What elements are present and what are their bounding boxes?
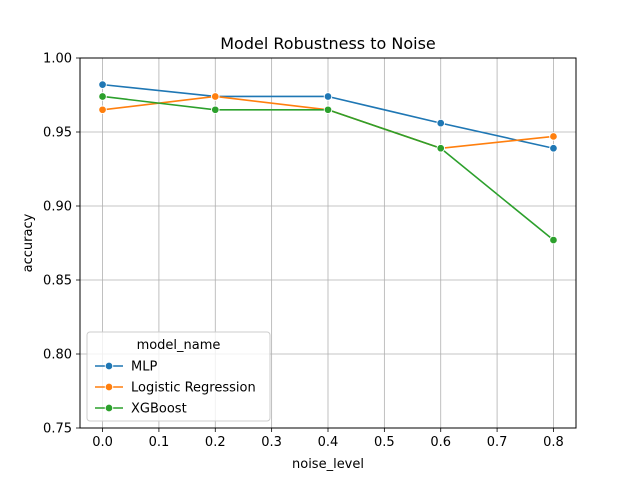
legend-swatch-marker (104, 361, 114, 371)
x-axis: 0.0 0.1 0.2 0.3 0.4 0.5 0.6 0.7 0.8 (92, 428, 564, 450)
chart-title: Model Robustness to Noise (220, 34, 436, 53)
data-point (98, 80, 107, 89)
y-tick-label: 0.95 (43, 126, 72, 141)
y-tick-label: 0.90 (43, 200, 72, 215)
x-tick-label: 0.1 (149, 435, 170, 450)
legend-box (86, 331, 271, 422)
y-axis-label: accuracy (21, 213, 36, 272)
x-tick-label: 0.2 (205, 435, 226, 450)
data-point (436, 118, 445, 128)
x-axis-label: noise_level (292, 457, 364, 472)
data-point (436, 144, 445, 153)
x-tick-label: 0.4 (318, 435, 339, 450)
data-point (211, 92, 220, 101)
y-axis: 0.75 0.80 0.85 0.90 0.95 1.00 (43, 52, 80, 437)
legend-item: Logistic Regression (95, 381, 256, 396)
y-tick-label: 0.85 (43, 274, 72, 289)
legend-title: model_name (137, 338, 221, 353)
x-tick-label: 0.3 (261, 435, 282, 450)
series-xgboost (98, 92, 558, 245)
series-mlp (98, 80, 558, 153)
data-point (549, 132, 558, 141)
y-tick-label: 0.75 (43, 422, 72, 437)
legend: model_name MLP Logistic Regression XGBoost (86, 331, 271, 422)
y-tick-label: 0.80 (43, 348, 72, 363)
x-tick-label: 0.0 (92, 435, 113, 450)
legend-swatch-marker (104, 403, 114, 413)
legend-swatch-marker (104, 382, 114, 392)
x-tick-label: 0.8 (543, 435, 564, 450)
x-tick-label: 0.7 (487, 435, 508, 450)
x-tick-label: 0.6 (430, 435, 451, 450)
data-point (98, 92, 107, 101)
data-point (323, 105, 333, 115)
legend-item: XGBoost (95, 402, 187, 417)
data-point (211, 105, 220, 115)
data-point (549, 235, 558, 245)
data-point (323, 92, 333, 101)
data-point (549, 144, 558, 153)
y-tick-label: 1.00 (43, 52, 72, 67)
series-layer (98, 80, 558, 245)
legend-label: Logistic Regression (131, 381, 256, 396)
data-point (98, 105, 107, 115)
x-tick-label: 0.5 (374, 435, 395, 450)
legend-label: MLP (131, 360, 157, 375)
legend-item: MLP (95, 360, 157, 375)
legend-label: XGBoost (131, 402, 187, 417)
